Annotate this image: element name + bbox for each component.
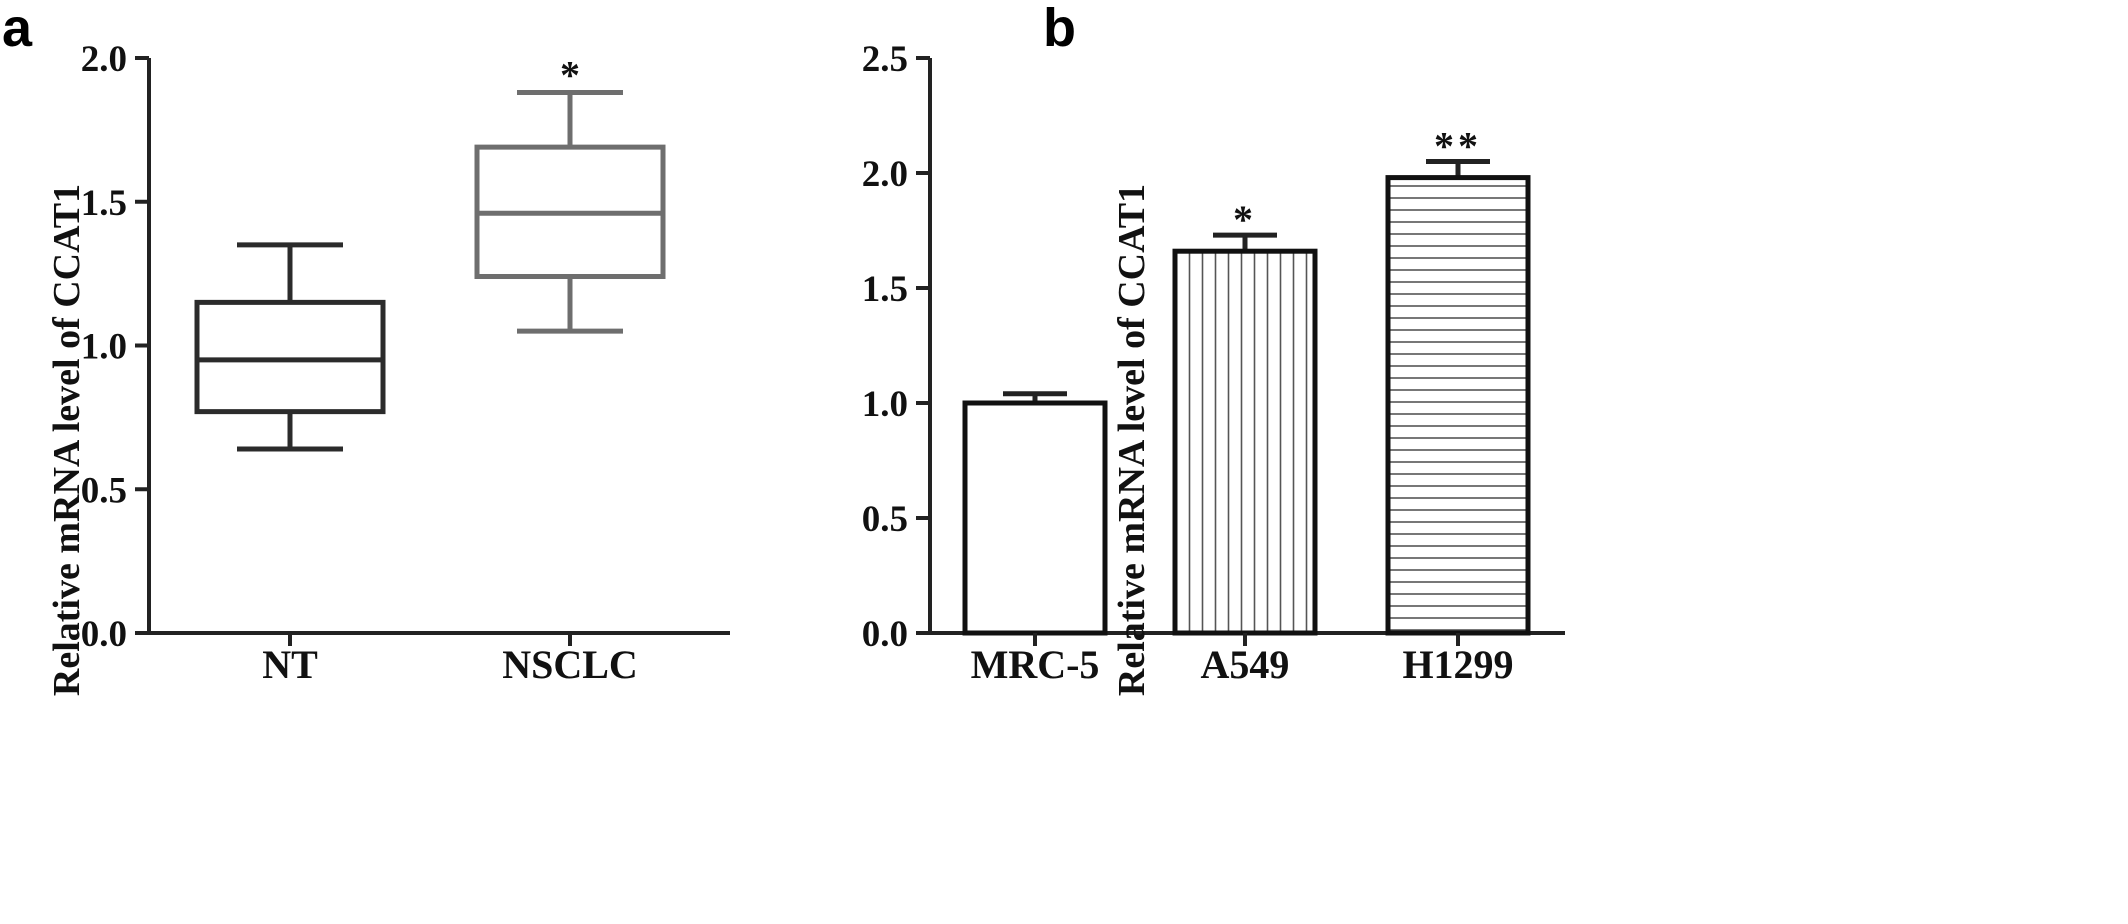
x-category-label: NT — [262, 642, 318, 687]
y-tick-label: 1.0 — [81, 327, 127, 368]
x-category-label: NSCLC — [502, 642, 638, 687]
y-tick-label: 1.0 — [862, 384, 908, 425]
panel-b-y-axis-title: Relative mRNA level of CCAT1 — [1111, 184, 1153, 696]
bar — [1172, 248, 1318, 636]
y-tick-label: 2.5 — [862, 39, 908, 80]
y-tick-label: 0.5 — [862, 499, 908, 540]
bar — [1385, 175, 1531, 636]
panel-a-boxplot: a 0.0 0.5 1.0 1.5 2.0 * NT NSCLC Relative mRN… — [2, 0, 730, 696]
x-category-label: A549 — [1201, 642, 1290, 687]
panel-a-y-axis-title: Relative mRNA level of CCAT1 — [46, 184, 88, 696]
iqr-box — [194, 299, 386, 415]
significance-marker: ** — [1434, 124, 1482, 169]
panel-a-x-labels: NT NSCLC — [262, 633, 638, 687]
bar-mrc-5 — [962, 391, 1108, 636]
panel-a-boxes: * — [194, 53, 666, 452]
y-tick-label: 1.5 — [81, 183, 127, 224]
y-tick-label: 0.5 — [81, 470, 127, 511]
panel-b-y-ticks: 0.0 0.5 1.0 1.5 2.0 2.5 — [862, 39, 930, 655]
y-tick-label: 0.0 — [862, 614, 908, 655]
panel-b-x-labels: MRC-5 A549 H1299 — [971, 633, 1514, 687]
box-nsclc: * — [474, 53, 666, 334]
significance-marker: * — [1233, 197, 1257, 242]
panel-letter-b: b — [1043, 0, 1076, 58]
box-nt — [194, 242, 386, 452]
significance-marker: * — [560, 53, 580, 98]
x-category-label: H1299 — [1402, 642, 1513, 687]
y-tick-label: 2.0 — [862, 154, 908, 195]
panel-letter-a: a — [2, 0, 33, 58]
x-category-label: MRC-5 — [971, 642, 1100, 687]
bar-a549: * — [1172, 197, 1318, 636]
bar-h1299: ** — [1385, 124, 1531, 636]
panel-b-bars: *** — [962, 124, 1531, 636]
panel-a-y-ticks: 0.0 0.5 1.0 1.5 2.0 — [81, 39, 149, 655]
y-tick-label: 1.5 — [862, 269, 908, 310]
panel-b-bar-chart: b 0.00.51.01.52.02.5 *** MRC-5 A549 H1299 … — [862, 0, 1565, 696]
y-tick-label: 2.0 — [81, 39, 127, 80]
bar — [962, 400, 1108, 636]
y-tick-label: 0.0 — [81, 614, 127, 655]
